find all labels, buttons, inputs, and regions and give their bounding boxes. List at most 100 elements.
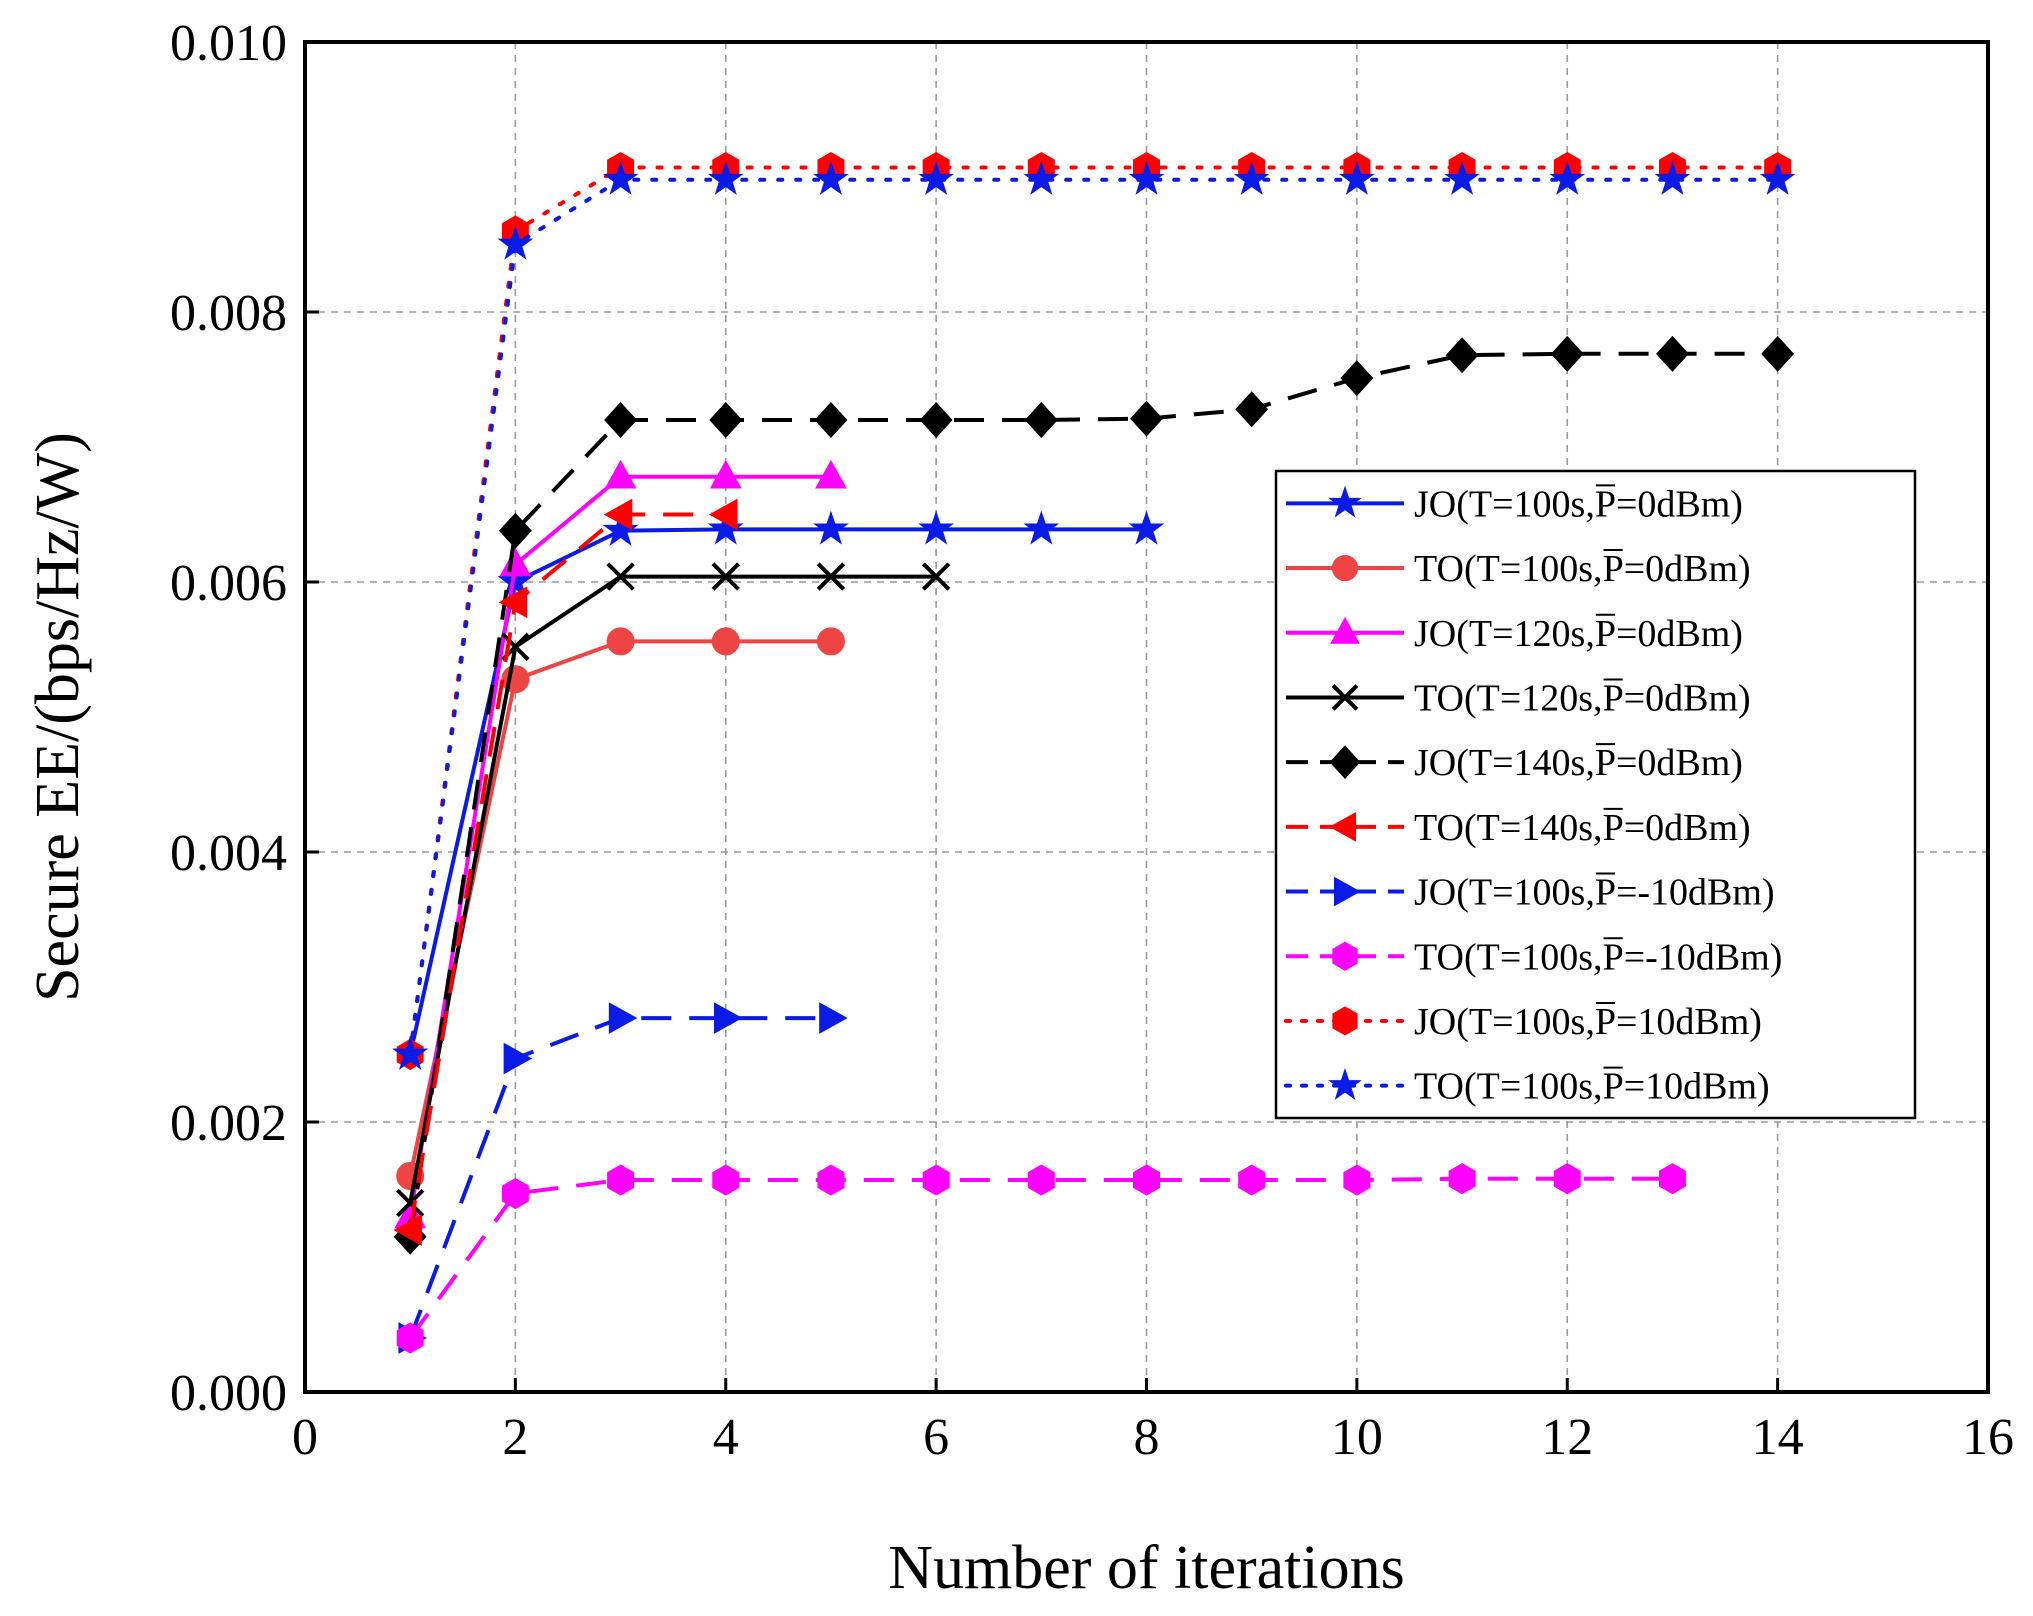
- data-point: [1340, 360, 1374, 397]
- data-point: [1130, 400, 1163, 437]
- data-point: [503, 1042, 533, 1075]
- data-point: [709, 459, 742, 489]
- legend-entry: JO(T=100s, P =10dBm): [1284, 1001, 1762, 1043]
- data-point: [1133, 1164, 1160, 1196]
- legend-label-prefix: JO(T=100s,: [1414, 1001, 1595, 1043]
- y-tick-label: 0.004: [170, 825, 287, 882]
- data-point: [918, 510, 955, 545]
- data-point: [921, 562, 951, 591]
- x-tick-label: 6: [923, 1409, 949, 1466]
- series-line: [408, 165, 1780, 1057]
- legend-p-symbol: P: [1603, 807, 1624, 849]
- data-point: [1654, 160, 1691, 195]
- legend-label-prefix: JO(T=140s,: [1414, 742, 1595, 784]
- data-point: [1024, 402, 1058, 438]
- data-point: [814, 402, 848, 438]
- data-point: [1027, 1164, 1055, 1196]
- legend-label-prefix: TO(T=100s,: [1414, 548, 1603, 590]
- data-point: [607, 1164, 635, 1196]
- data-point: [608, 1002, 638, 1034]
- data-point: [817, 1164, 845, 1196]
- series-5: [393, 498, 738, 1246]
- legend-marker: [1334, 876, 1361, 907]
- y-tick-label: 0.010: [170, 15, 287, 72]
- data-point: [1761, 335, 1795, 372]
- series-line: [408, 527, 1147, 1055]
- data-point: [816, 627, 845, 656]
- legend-label-suffix: =0dBm): [1624, 548, 1751, 590]
- legend-marker: [1329, 812, 1356, 842]
- legend-p-symbol: P: [1595, 483, 1616, 525]
- data-point: [501, 1177, 529, 1210]
- series-7: [396, 1163, 1686, 1354]
- y-tick-label: 0.002: [170, 1095, 287, 1152]
- legend-label-prefix: TO(T=120s,: [1414, 677, 1603, 719]
- legend-marker: [1329, 745, 1361, 779]
- legend-p-symbol: P: [1603, 1066, 1624, 1108]
- legend-entry: TO(T=140s, P =0dBm): [1286, 807, 1751, 849]
- series-9: [392, 160, 1796, 1070]
- legend-entry: TO(T=120s, P =0dBm): [1286, 677, 1751, 719]
- legend-label-prefix: TO(T=100s,: [1414, 936, 1603, 978]
- x-tick-label: 8: [1134, 1409, 1160, 1466]
- data-point: [918, 160, 955, 195]
- legend-entry: TO(T=100s, P =0dBm): [1286, 548, 1751, 590]
- data-point: [709, 402, 743, 438]
- data-point: [708, 498, 738, 531]
- legend-p-symbol: P: [1603, 936, 1624, 978]
- x-tick-label: 10: [1331, 1409, 1383, 1466]
- legend-label-suffix: =0dBm): [1624, 677, 1751, 719]
- legend-label-suffix: =-10dBm): [1616, 872, 1775, 914]
- x-tick-label: 16: [1962, 1409, 2014, 1466]
- data-point: [606, 627, 635, 656]
- data-point: [919, 402, 953, 438]
- legend-label-prefix: JO(T=120s,: [1414, 613, 1595, 655]
- data-point: [714, 1002, 743, 1034]
- series-layer: [392, 151, 1796, 1354]
- data-point: [1445, 337, 1479, 374]
- data-point: [1235, 391, 1269, 428]
- data-point: [1658, 1163, 1686, 1195]
- data-point: [711, 562, 740, 591]
- data-point: [711, 627, 740, 656]
- legend-marker: [1332, 1006, 1358, 1036]
- legend-label-suffix: =10dBm): [1616, 1001, 1762, 1043]
- series-0: [392, 510, 1165, 1070]
- y-tick-label: 0.000: [170, 1365, 287, 1422]
- data-point: [819, 1002, 848, 1034]
- x-tick-label: 4: [713, 1409, 739, 1466]
- legend-p-symbol: P: [1603, 548, 1624, 590]
- data-point: [1023, 510, 1060, 545]
- series-line: [408, 512, 726, 1231]
- data-point: [712, 1164, 740, 1196]
- legend-entry: JO(T=120s, P =0dBm): [1286, 613, 1743, 655]
- data-point: [1128, 160, 1165, 195]
- data-point: [498, 512, 532, 549]
- data-point: [1448, 1163, 1476, 1195]
- data-point: [1338, 160, 1375, 195]
- legend-box: [1274, 469, 1917, 1120]
- data-point: [498, 586, 528, 619]
- legend-entry: TO(T=100s, P =10dBm): [1284, 1066, 1770, 1108]
- legend: JO(T=100s, P =0dBm)TO(T=100s, P =0dBm)JO(T=1…: [1274, 469, 1917, 1120]
- series-line: [408, 574, 937, 1204]
- data-point: [1759, 160, 1796, 195]
- legend-label-suffix: =-10dBm): [1624, 936, 1783, 978]
- y-tick-label: 0.006: [170, 555, 287, 612]
- legend-marker: [1331, 684, 1359, 711]
- series-line: [408, 351, 1778, 1238]
- data-point: [1656, 335, 1689, 372]
- data-point: [707, 510, 744, 545]
- series-line: [408, 177, 1780, 1057]
- legend-entry: TO(T=100s, P =-10dBm): [1286, 936, 1782, 978]
- x-tick-label: 12: [1541, 1409, 1593, 1466]
- legend-marker: [1331, 554, 1359, 582]
- data-point: [497, 563, 534, 598]
- data-point: [396, 1188, 425, 1218]
- legend-p-symbol: P: [1595, 613, 1616, 655]
- legend-marker: [1330, 617, 1360, 644]
- data-point: [1238, 1164, 1266, 1196]
- data-point: [606, 562, 635, 591]
- legend-marker: [1328, 485, 1362, 518]
- x-axis-title: Number of iterations: [888, 1534, 1405, 1602]
